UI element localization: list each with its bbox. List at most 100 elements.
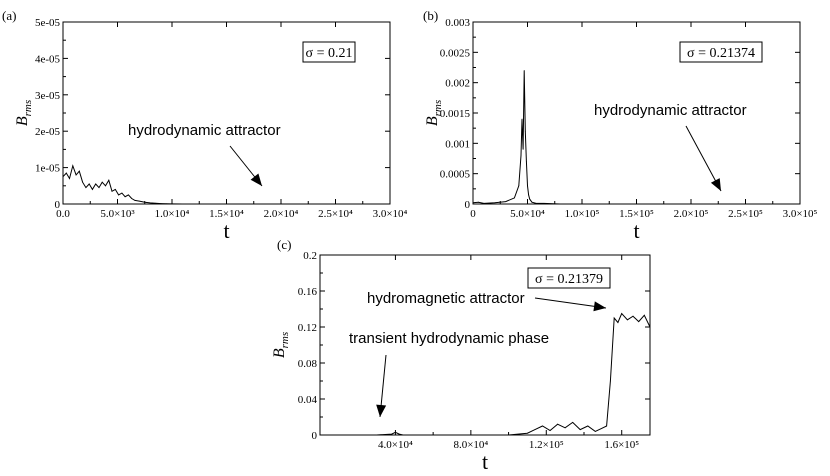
sigma-box: [679, 41, 763, 63]
data-point: [193, 203, 195, 205]
data-point: [527, 432, 528, 434]
y-tick-label: 0: [312, 430, 318, 442]
x-tick-label: 1.0×10⁴: [155, 208, 190, 220]
y-axis-label-sub: rms: [279, 332, 291, 349]
arrow-head: [376, 404, 387, 417]
data-point: [535, 202, 537, 204]
data-point: [160, 203, 162, 205]
data-point: [522, 149, 524, 150]
y-tick-label: 0.0005: [440, 169, 471, 181]
x-tick-label: 2.5×10⁵: [728, 208, 763, 220]
arrow-head: [250, 173, 262, 186]
x-tick-label: 5.0×10³: [100, 208, 135, 220]
data-point: [521, 118, 523, 120]
data-point: [572, 422, 574, 423]
x-tick-label: 3.0×10⁴: [373, 208, 408, 220]
data-point: [182, 203, 184, 205]
data-point: [606, 425, 608, 427]
x-tick-label: 8.0×10⁴: [453, 439, 488, 451]
data-point: [98, 187, 100, 189]
y-axis-label-main: B: [424, 116, 441, 126]
data-point: [529, 198, 531, 200]
data-point: [559, 203, 561, 205]
data-point: [75, 174, 77, 176]
data-point: [621, 313, 623, 314]
data-point: [649, 326, 651, 328]
data-point: [579, 429, 581, 430]
data-point: [92, 189, 93, 190]
x-tick-label: 1.2×10⁵: [529, 439, 564, 451]
y-axis-label-main: B: [14, 116, 31, 126]
data-point: [494, 202, 496, 204]
data-point: [69, 178, 70, 179]
data-point: [204, 203, 206, 205]
data-point: [395, 431, 396, 433]
y-axis-label-sub: rms: [22, 100, 34, 117]
y-tick-label: 0.003: [445, 17, 470, 29]
x-tick-label: 1.0×10⁵: [565, 208, 600, 220]
x-tick-label: 1.5×10⁴: [209, 208, 244, 220]
data-point: [602, 427, 604, 429]
data-point: [478, 201, 479, 203]
x-axis-label: t: [223, 218, 229, 243]
data-point: [587, 425, 589, 427]
data-point: [215, 203, 217, 205]
y-tick-label: 1e-05: [35, 163, 61, 175]
data-point: [138, 200, 140, 202]
data-point: [134, 199, 136, 201]
y-tick-label: 3e-05: [35, 90, 61, 102]
y-axis-label: Brms: [14, 100, 34, 126]
arrow-head: [593, 301, 606, 312]
arrow-head: [710, 178, 721, 191]
data-point: [638, 321, 640, 322]
panel-label: (a): [2, 8, 16, 23]
data-point: [95, 183, 97, 185]
x-axis-label: t: [633, 218, 639, 243]
y-axis-label-sub: rms: [432, 100, 444, 117]
data-point: [149, 202, 151, 204]
sigma-box: [302, 41, 356, 63]
panel-1: 0.0 5.0×10³ 1.0×10⁴ 1.5×10⁴ 2.0×10⁴ 2.5×10⁴ 3.…: [2, 8, 408, 243]
y-tick-label: 0.0025: [440, 47, 471, 59]
x-tick-label: 2.0×10⁴: [264, 208, 299, 220]
data-point: [62, 176, 64, 178]
data-point: [524, 130, 526, 132]
x-tick-label: 5.0×10⁴: [510, 208, 545, 220]
y-tick-label: 4e-05: [35, 53, 61, 65]
data-point: [472, 202, 474, 204]
data-point: [626, 319, 628, 321]
data-point: [319, 434, 321, 436]
y-tick-label: 0.04: [298, 394, 318, 406]
data-point: [613, 317, 615, 319]
series-line: [472, 70, 561, 205]
x-tick-label: 0: [470, 208, 476, 220]
data-point: [88, 183, 90, 185]
data-point: [523, 70, 525, 71]
data-point: [543, 202, 545, 204]
annotation-text: hydrodynamic attractor: [128, 122, 281, 139]
annotation-text: hydrodynamic attractor: [594, 102, 747, 119]
data-point: [564, 427, 566, 429]
x-tick-label: 1.5×10⁵: [619, 208, 654, 220]
data-point: [632, 315, 634, 317]
data-point: [171, 203, 173, 205]
arrow-line: [685, 125, 722, 192]
x-tick-label: 3.0×10⁵: [783, 208, 818, 220]
sigma-box: [527, 267, 611, 289]
data-point: [376, 434, 377, 436]
sigma-label: σ = 0.21379: [535, 272, 603, 287]
x-tick-label: 4.0×10⁴: [378, 439, 413, 451]
data-point: [528, 194, 529, 196]
sigma-label: σ = 0.21: [306, 46, 353, 61]
data-point: [520, 155, 522, 156]
y-tick-label: 0.16: [298, 286, 318, 298]
panel-label: (b): [423, 8, 438, 23]
data-point: [534, 429, 536, 430]
data-point: [594, 431, 596, 432]
data-point: [114, 189, 116, 190]
data-point: [542, 425, 543, 427]
data-point: [643, 314, 645, 316]
data-point: [85, 187, 87, 189]
data-point: [391, 433, 393, 435]
